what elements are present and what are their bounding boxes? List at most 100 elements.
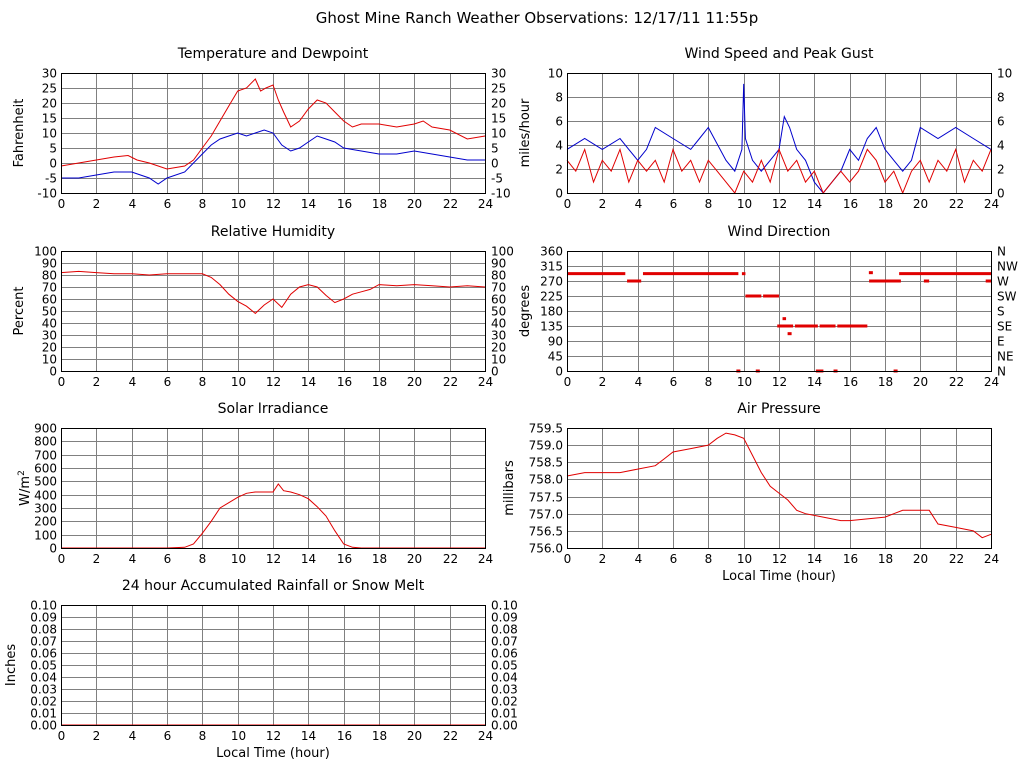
right-y-tick-label: W [997,275,1009,289]
plot-frame [61,251,486,372]
y-tick-label: 10 [548,67,563,81]
x-tick-label: 8 [199,729,207,743]
x-tick-label: 22 [443,552,458,566]
y-tick-label: 300 [34,502,57,516]
x-tick-label: 6 [164,375,172,389]
right-y-tick-label: E [997,335,1005,349]
x-tick-label: 10 [737,197,752,211]
x-tick-label: 12 [772,197,787,211]
x-tick-label: 18 [372,375,387,389]
x-axis-label: Local Time (hour) [216,746,330,761]
y-axis-label: Percent [12,287,27,336]
x-tick-label: 22 [443,729,458,743]
x-tick-label: 20 [407,375,422,389]
x-tick-label: 2 [599,552,607,566]
x-tick-label: 6 [164,197,172,211]
right-y-tick-label: 0.07 [491,635,518,649]
right-y-tick-label: 20 [491,97,506,111]
x-tick-label: 24 [984,197,999,211]
x-tick-label: 24 [478,375,493,389]
y-tick-label: 30 [42,329,57,343]
y-tick-label: 180 [540,305,563,319]
y-tick-label: 758.5 [529,456,563,470]
x-tick-label: 24 [478,197,493,211]
page-title: Ghost Mine Ranch Weather Observations: 1… [316,9,759,27]
x-tick-label: 0 [58,552,66,566]
y-tick-label: 100 [34,245,57,259]
right-y-tick-label: 50 [491,305,506,319]
plot-frame [567,251,992,372]
x-tick-label: 20 [407,197,422,211]
x-tick-label: 8 [705,375,713,389]
y-tick-label: -5 [45,172,57,186]
y-tick-label: 100 [34,529,57,543]
x-tick-label: 24 [478,552,493,566]
y-tick-label: 270 [540,275,563,289]
chart-title: Wind Direction [728,224,831,240]
y-tick-label: 5 [49,142,57,156]
y-tick-label: 900 [34,422,57,436]
y-tick-label: 0.00 [30,719,57,733]
chart-title: Wind Speed and Peak Gust [685,46,874,62]
series-red-line [61,483,485,549]
x-tick-label: 8 [199,197,207,211]
x-tick-label: 16 [843,552,858,566]
right-y-tick-label: 0.02 [491,695,518,709]
y-axis-label: Fahrenheit [12,99,27,168]
x-tick-label: 16 [337,552,352,566]
y-tick-label: 0.05 [30,659,57,673]
y-tick-label: 0.04 [30,671,57,685]
right-y-tick-label: 90 [491,257,506,271]
right-y-tick-label: 60 [491,293,506,307]
chart-rain: 24 hour Accumulated Rainfall or Snow Mel… [4,578,518,761]
right-y-tick-label: 0.08 [491,623,518,637]
x-tick-label: 0 [58,729,66,743]
x-tick-label: 14 [807,375,822,389]
x-tick-label: 18 [878,375,893,389]
x-tick-label: 2 [599,197,607,211]
y-tick-label: -10 [37,187,57,201]
y-tick-label: 360 [540,245,563,259]
y-tick-label: 45 [548,350,563,364]
right-y-tick-label: 0.10 [491,599,518,613]
x-tick-label: 16 [843,375,858,389]
x-tick-label: 2 [93,197,101,211]
right-y-tick-label: 80 [491,269,506,283]
x-tick-label: 0 [564,197,572,211]
right-y-tick-label: 0.04 [491,671,518,685]
x-tick-label: 8 [199,552,207,566]
x-tick-label: 6 [164,552,172,566]
y-tick-label: 90 [42,257,57,271]
right-y-tick-label: NE [997,350,1014,364]
y-axis-label: degrees [518,285,533,338]
x-tick-label: 4 [129,197,137,211]
x-tick-label: 8 [199,375,207,389]
y-tick-label: 60 [42,293,57,307]
y-tick-label: 759.5 [529,422,563,436]
right-y-tick-label: 6 [997,115,1005,129]
right-y-tick-label: NW [997,260,1018,274]
y-tick-label: 500 [34,475,57,489]
right-y-tick-label: -5 [491,172,503,186]
y-tick-label: 225 [540,290,563,304]
right-y-tick-label: 0.01 [491,707,518,721]
y-tick-label: 200 [34,515,57,529]
x-tick-label: 22 [949,197,964,211]
y-tick-label: 20 [42,341,57,355]
y-tick-label: 600 [34,462,57,476]
direction-point [868,271,873,275]
direction-point [787,332,792,336]
y-tick-label: 0.03 [30,683,57,697]
right-y-tick-label: 0 [491,365,499,379]
x-tick-label: 22 [443,375,458,389]
y-tick-label: 700 [34,449,57,463]
right-y-tick-label: N [997,365,1006,379]
y-tick-label: 0.10 [30,599,57,613]
x-tick-label: 4 [129,729,137,743]
right-y-tick-label: 10 [491,127,506,141]
right-y-tick-label: -10 [491,187,511,201]
